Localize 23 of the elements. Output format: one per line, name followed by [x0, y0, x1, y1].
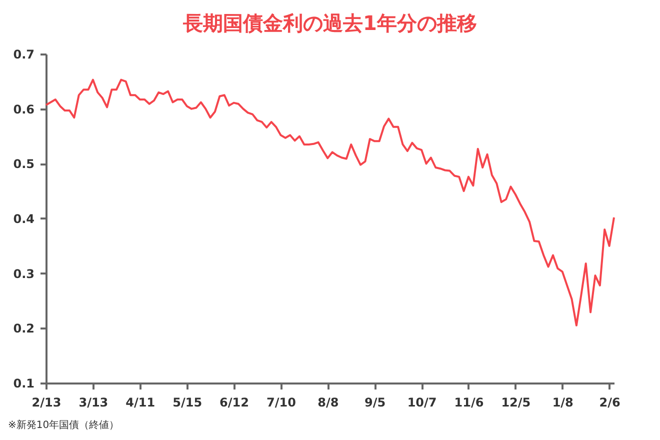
x-tick-label: 9/5 — [364, 396, 386, 410]
x-tick-label: 11/6 — [454, 396, 484, 410]
x-tick-label: 12/5 — [501, 396, 531, 410]
x-tick-label: 10/7 — [407, 396, 437, 410]
chart-title: 長期国債金利の過去1年分の推移 — [182, 11, 477, 35]
x-tick-label: 6/12 — [220, 396, 249, 410]
x-tick-label: 4/11 — [126, 396, 156, 410]
x-tick-label: 2/6 — [599, 396, 620, 410]
y-tick-label: 0.4 — [13, 212, 34, 226]
x-tick-label: 3/13 — [78, 396, 108, 410]
y-tick-label: 0.7 — [13, 48, 34, 62]
x-tick-label: 1/8 — [552, 396, 574, 410]
y-tick-label: 0.2 — [13, 322, 34, 336]
y-tick-label: 0.1 — [13, 376, 34, 390]
y-tick-label: 0.6 — [13, 102, 34, 116]
x-tick-label: 5/15 — [172, 396, 202, 410]
line-series — [45, 78, 615, 326]
x-tick-label: 2/13 — [32, 396, 62, 410]
x-tick-label: 8/8 — [318, 396, 339, 410]
text: ※新発10年国債（終値） — [8, 419, 120, 431]
x-tick-label: 7/10 — [266, 396, 296, 410]
y-tick-label: 0.5 — [13, 157, 34, 172]
y-tick-label: 0.3 — [13, 266, 34, 281]
